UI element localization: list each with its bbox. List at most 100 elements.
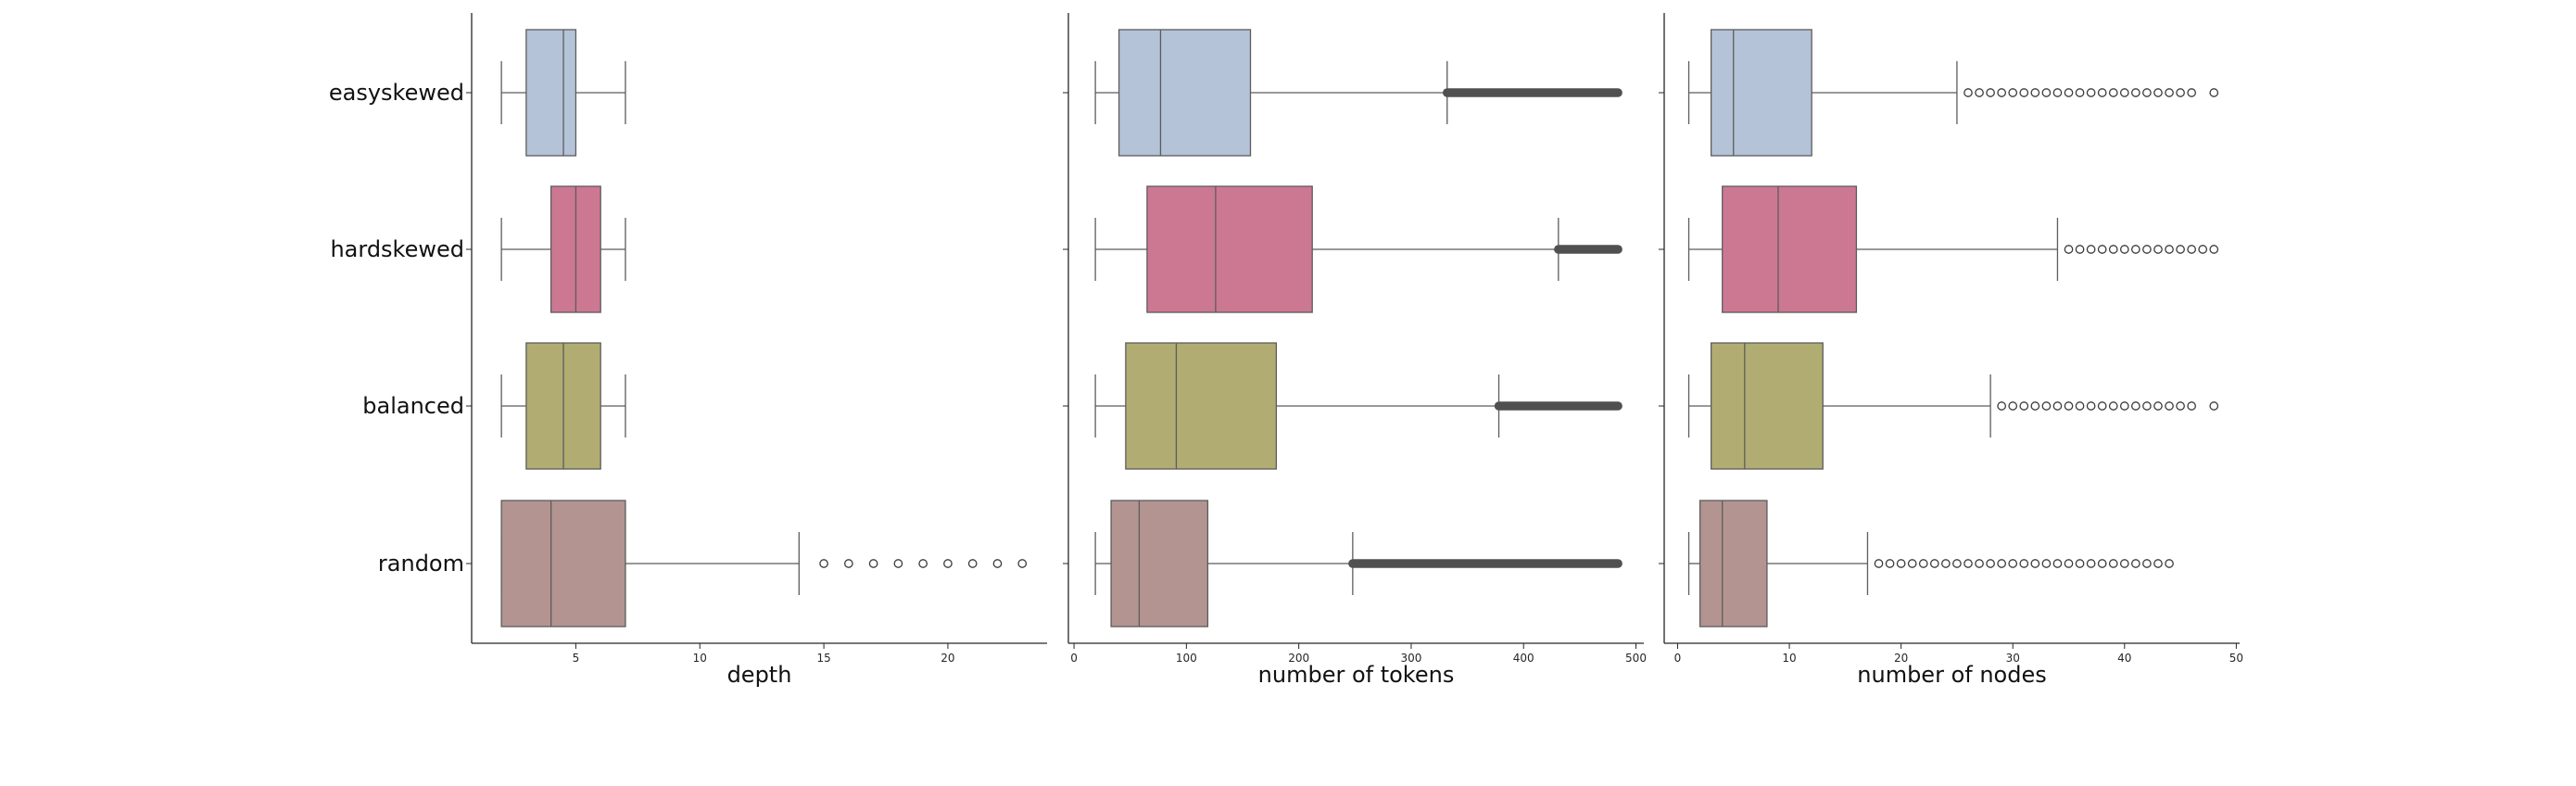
outlier-point	[2052, 88, 2063, 97]
box-easyskewed	[1687, 29, 2219, 157]
x-tick-label: 200	[1288, 652, 1309, 665]
outlier-point	[2142, 559, 2152, 568]
outlier-point	[2153, 245, 2163, 254]
outlier-point	[2052, 401, 2063, 411]
box-random	[500, 500, 1028, 628]
outlier-point	[1918, 559, 1928, 568]
x-axis-title: depth	[727, 662, 792, 688]
outlier-point	[844, 559, 853, 568]
outlier-point	[1885, 559, 1895, 568]
outlier-point	[2131, 245, 2140, 254]
outlier-point	[1017, 559, 1028, 568]
category-label: hardskewed	[330, 236, 464, 262]
outlier-point	[2153, 401, 2163, 411]
x-tick-label: 500	[1625, 652, 1647, 665]
outlier-point	[1964, 559, 1973, 568]
outlier-point	[2165, 245, 2174, 254]
outlier-point	[2008, 401, 2018, 411]
outlier-point	[2187, 88, 2196, 97]
outlier-point	[1997, 88, 2007, 97]
outlier-point	[1929, 559, 1939, 568]
outlier-point	[943, 559, 953, 568]
outlier-point	[1941, 559, 1951, 568]
box-random	[1094, 500, 1623, 628]
outlier-point	[2165, 401, 2174, 411]
box-balanced	[1094, 342, 1623, 470]
outlier-point	[2097, 401, 2107, 411]
outlier-point	[2153, 559, 2163, 568]
outlier-point	[2041, 559, 2052, 568]
iqr-box	[1722, 185, 1858, 313]
iqr-box	[1710, 29, 1812, 157]
outlier-point	[893, 559, 903, 568]
iqr-box	[1146, 185, 1313, 313]
outlier-point	[2131, 88, 2140, 97]
outlier-point	[967, 559, 978, 568]
outlier-point	[2019, 559, 2029, 568]
outlier-point	[2131, 559, 2140, 568]
outlier-point	[2019, 401, 2029, 411]
outlier-point	[2119, 88, 2129, 97]
x-tick-label: 400	[1513, 652, 1534, 665]
outlier-point	[1997, 401, 2007, 411]
outlier-point	[819, 559, 828, 568]
outlier-point	[868, 559, 878, 568]
outlier-point	[2176, 245, 2185, 254]
outlier-point	[2075, 88, 2085, 97]
outlier-point	[1874, 559, 1884, 568]
box-hardskewed	[500, 185, 626, 313]
x-tick-label: 100	[1176, 652, 1197, 665]
panel-2: 0 100 200 300 400 500 number of tokens	[1063, 13, 1647, 688]
outlier-point	[2008, 559, 2018, 568]
outlier-point	[2086, 245, 2096, 254]
outlier-point	[2119, 559, 2129, 568]
outlier-point	[2064, 245, 2074, 254]
x-tick-label: 20	[941, 652, 954, 665]
x-tick-label: 40	[2117, 652, 2131, 665]
outlier-point	[2008, 88, 2018, 97]
outlier-point	[2187, 401, 2196, 411]
outlier-point	[2097, 88, 2107, 97]
outlier-point	[2142, 401, 2152, 411]
outlier-point	[2119, 245, 2129, 254]
x-tick-label: 15	[816, 652, 830, 665]
outlier-point	[918, 559, 928, 568]
outlier-point	[2108, 245, 2118, 254]
outlier-point	[2165, 88, 2174, 97]
outlier-point	[2153, 88, 2163, 97]
outlier-point	[2030, 88, 2040, 97]
outlier-point	[2209, 401, 2219, 411]
outlier-point	[2131, 401, 2140, 411]
outlier-point	[992, 559, 1003, 568]
outlier-point	[2030, 401, 2040, 411]
outlier-point	[2052, 559, 2063, 568]
outlier-point	[1986, 88, 1995, 97]
x-axis-title: number of tokens	[1258, 662, 1455, 688]
outlier-point	[2030, 559, 2040, 568]
outlier-point	[2142, 245, 2152, 254]
iqr-box	[525, 29, 577, 157]
outlier-point	[2142, 88, 2152, 97]
outlier-point	[2075, 401, 2085, 411]
box-easyskewed	[1094, 29, 1623, 157]
outlier-point	[1907, 559, 1917, 568]
outlier-point	[1952, 559, 1962, 568]
x-tick-label: 0	[1674, 652, 1682, 665]
x-axis-title: number of nodes	[1857, 662, 2046, 688]
outlier-point	[1964, 88, 1973, 97]
iqr-box	[1125, 342, 1278, 470]
outlier-point	[2097, 559, 2107, 568]
outlier-point	[2108, 401, 2118, 411]
outlier-point	[2108, 559, 2118, 568]
outlier-point	[2041, 88, 2052, 97]
outlier-point	[1986, 559, 1995, 568]
outlier-point	[1896, 559, 1906, 568]
outlier-point	[2086, 88, 2096, 97]
outlier-point	[2064, 88, 2074, 97]
outlier-point	[2165, 559, 2174, 568]
box-easyskewed	[500, 29, 626, 157]
iqr-box	[1698, 500, 1768, 628]
box-hardskewed	[1094, 185, 1623, 313]
outlier-point	[2119, 401, 2129, 411]
